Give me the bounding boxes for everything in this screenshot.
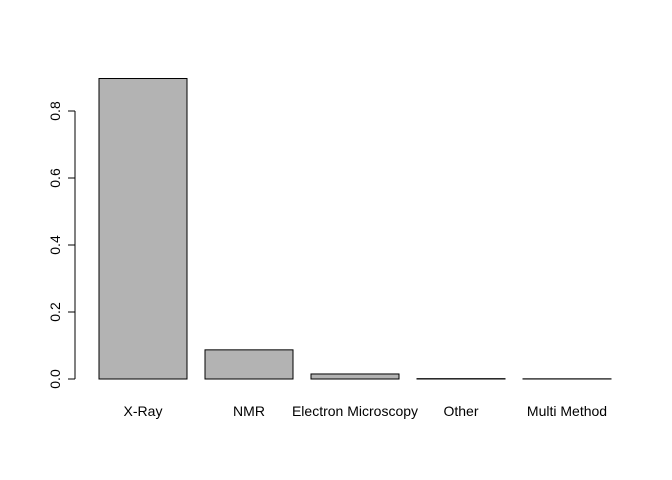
bar-electron-microscopy (310, 373, 400, 380)
bar-x-ray (98, 78, 188, 380)
x-category-label: X-Ray (124, 403, 163, 419)
bar-nmr (204, 349, 294, 380)
y-tick-label: 0.8 (47, 101, 63, 121)
y-axis: 0.0 0.2 0.4 0.6 0.8 (47, 101, 76, 389)
y-tick-label: 0.0 (47, 369, 63, 389)
x-category-label: Electron Microscopy (292, 403, 418, 419)
y-tick-label: 0.2 (47, 302, 63, 322)
x-category-label: NMR (233, 403, 265, 419)
y-tick-label: 0.6 (47, 168, 63, 188)
bars (98, 78, 612, 380)
x-category-label: Multi Method (527, 403, 607, 419)
x-category-label: Other (443, 403, 478, 419)
y-tick-label: 0.4 (47, 235, 63, 255)
x-axis-labels: X-Ray NMR Electron Microscopy Other Multi Me… (124, 403, 608, 419)
